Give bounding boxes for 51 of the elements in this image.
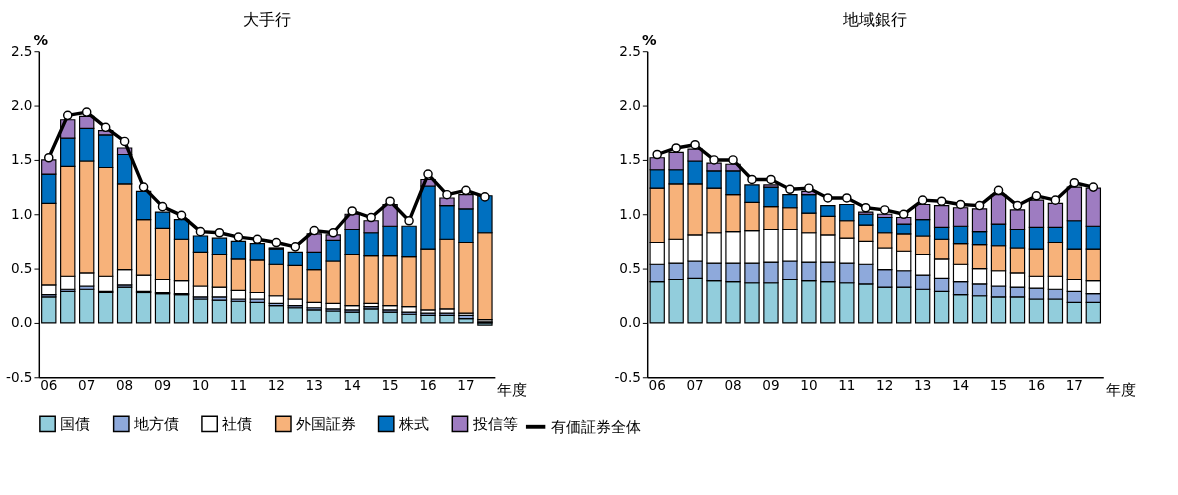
y-tick-label: 1.5 [10,151,33,168]
x-tick-label: 08 [115,377,134,394]
legend-label: 投信等 [471,414,518,432]
y-tick-label: 2.5 [619,42,641,59]
legend-label: 地方債 [132,414,179,432]
x-tick-label: 12 [267,377,285,394]
y-tick-label: 2.5 [10,42,33,59]
x-tick-label: 12 [876,377,894,394]
y-tick-label: 2.0 [10,96,33,113]
y-tick-label: -0.5 [6,368,33,385]
y-tick-label: 0.5 [10,259,33,276]
x-tick-label: 16 [1027,377,1046,394]
chart-title: 地域銀行 [842,10,908,30]
x-tick-label: 06 [40,377,58,394]
x-tick-label: 09 [762,377,780,394]
y-tick-label: 1.5 [619,151,641,168]
legend-label: 社債 [222,414,253,432]
y-tick-label: 0.0 [619,314,641,331]
x-tick-label: 08 [724,377,742,394]
y-tick-label: 1.0 [10,205,33,222]
y-tick-label: 0.5 [619,259,641,276]
x-tick-label: 07 [78,377,96,394]
x-tick-label: 11 [838,377,856,394]
x-tick-label: 13 [305,377,323,394]
x-tick-label: 06 [648,377,666,394]
x-axis-title: 年度 [1105,381,1136,399]
legend-label: 国債 [60,414,91,432]
x-axis-title: 年度 [497,381,528,399]
x-tick-label: 17 [457,377,475,394]
y-tick-label: -0.5 [614,368,641,385]
legend-label: 有価証券全体 [551,417,642,435]
y-tick-label: 0.0 [10,314,33,331]
x-tick-label: 14 [951,377,970,394]
x-tick-label: 16 [419,377,437,394]
x-tick-label: 17 [1065,377,1084,394]
y-axis-title: % [641,30,657,48]
y-tick-label: 1.0 [619,205,641,222]
x-tick-label: 10 [800,377,818,394]
legend-label: 株式 [397,414,429,432]
y-tick-label: 2.0 [619,96,641,113]
x-tick-label: 07 [686,377,704,394]
x-tick-label: 09 [153,377,172,394]
x-tick-label: 15 [381,377,399,394]
x-tick-label: 14 [343,377,361,394]
y-axis-title: % [33,30,49,48]
chart-title: 大手行 [242,10,291,30]
legend-label: 外国証券 [295,414,356,432]
x-tick-label: 15 [989,377,1008,394]
x-tick-label: 11 [229,377,248,394]
x-tick-label: 10 [191,377,210,394]
x-tick-label: 13 [914,377,932,394]
